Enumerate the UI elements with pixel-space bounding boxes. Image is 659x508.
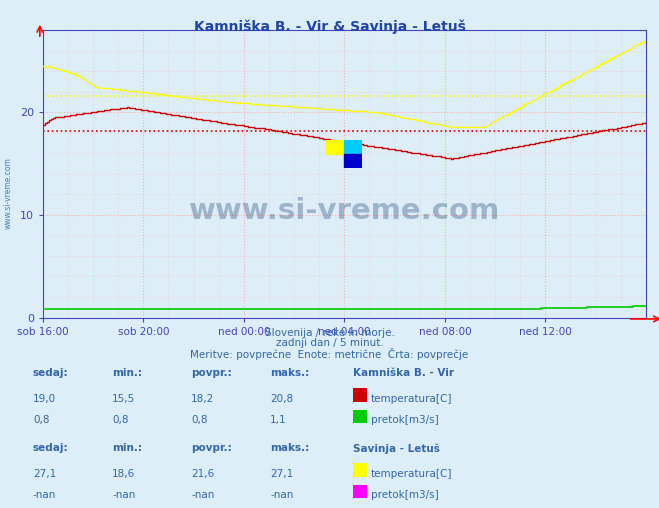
Text: min.:: min.: — [112, 368, 142, 378]
Text: pretok[m3/s]: pretok[m3/s] — [371, 490, 439, 500]
Text: maks.:: maks.: — [270, 368, 310, 378]
Text: povpr.:: povpr.: — [191, 368, 232, 378]
Text: www.si-vreme.com: www.si-vreme.com — [4, 157, 13, 229]
Text: Savinja - Letuš: Savinja - Letuš — [353, 443, 440, 454]
Bar — [344, 154, 362, 168]
Text: -nan: -nan — [112, 490, 135, 500]
Text: 0,8: 0,8 — [33, 416, 49, 425]
Text: povpr.:: povpr.: — [191, 443, 232, 453]
Text: -nan: -nan — [270, 490, 293, 500]
Text: 18,6: 18,6 — [112, 468, 135, 479]
Text: 18,2: 18,2 — [191, 394, 214, 404]
Text: 0,8: 0,8 — [112, 416, 129, 425]
Text: Kamniška B. - Vir: Kamniška B. - Vir — [353, 368, 453, 378]
Text: -nan: -nan — [191, 490, 214, 500]
Text: 20,8: 20,8 — [270, 394, 293, 404]
Text: temperatura[C]: temperatura[C] — [371, 394, 453, 404]
Text: maks.:: maks.: — [270, 443, 310, 453]
Text: Meritve: povprečne  Enote: metrične  Črta: povprečje: Meritve: povprečne Enote: metrične Črta:… — [190, 348, 469, 360]
Text: www.si-vreme.com: www.si-vreme.com — [188, 197, 500, 226]
Text: pretok[m3/s]: pretok[m3/s] — [371, 416, 439, 425]
Text: zadnji dan / 5 minut.: zadnji dan / 5 minut. — [275, 338, 384, 348]
Text: 27,1: 27,1 — [33, 468, 56, 479]
Text: -nan: -nan — [33, 490, 56, 500]
Text: Kamniška B. - Vir & Savinja - Letuš: Kamniška B. - Vir & Savinja - Letuš — [194, 19, 465, 34]
Text: sedaj:: sedaj: — [33, 368, 69, 378]
Text: sedaj:: sedaj: — [33, 443, 69, 453]
Bar — [344, 140, 362, 154]
Text: 1,1: 1,1 — [270, 416, 287, 425]
Text: temperatura[C]: temperatura[C] — [371, 468, 453, 479]
Text: 27,1: 27,1 — [270, 468, 293, 479]
Text: 21,6: 21,6 — [191, 468, 214, 479]
Text: Slovenija / reke in morje.: Slovenija / reke in morje. — [264, 328, 395, 338]
Text: 0,8: 0,8 — [191, 416, 208, 425]
Text: 19,0: 19,0 — [33, 394, 56, 404]
Text: 15,5: 15,5 — [112, 394, 135, 404]
Text: min.:: min.: — [112, 443, 142, 453]
Bar — [326, 140, 344, 154]
